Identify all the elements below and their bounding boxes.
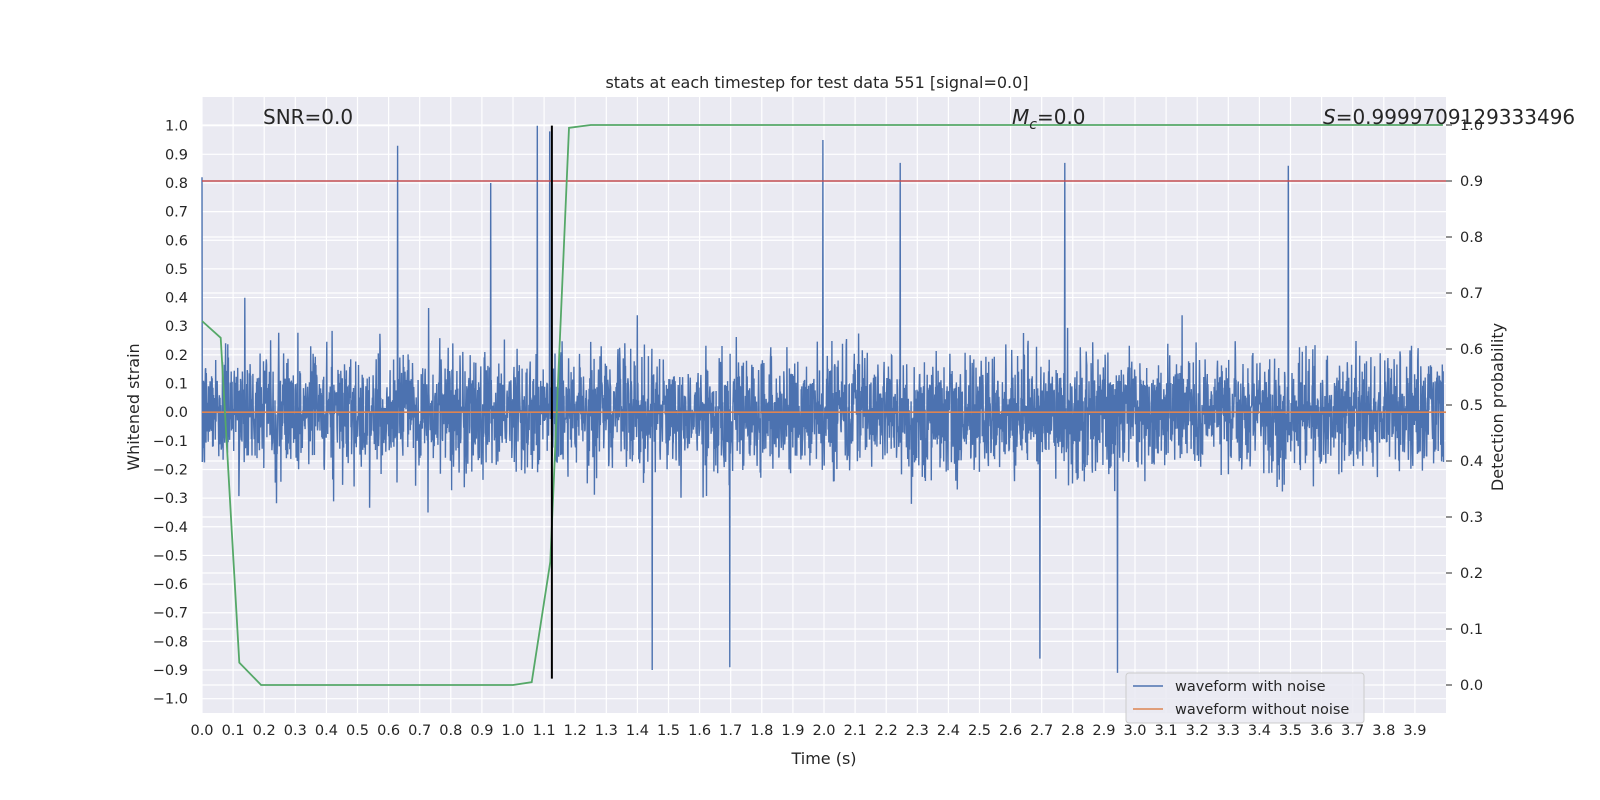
y2-tick-label: 0.6 — [1460, 342, 1483, 358]
x-tick-label: 3.8 — [1372, 723, 1395, 739]
y2-tick-label: 0.7 — [1460, 286, 1483, 302]
y2-tick-label: 0.1 — [1460, 622, 1483, 638]
x-tick-label: 0.2 — [253, 723, 276, 739]
legend-label-without-noise: waveform without noise — [1175, 702, 1349, 718]
y2-tick-label: 0.8 — [1460, 230, 1483, 246]
x-tick-label: 3.2 — [1186, 723, 1209, 739]
x-tick-label: 3.1 — [1155, 723, 1178, 739]
x-tick-label: 3.3 — [1217, 723, 1240, 739]
x-tick-label: 1.3 — [595, 723, 618, 739]
y-tick-label: −0.5 — [153, 548, 188, 564]
x-tick-label: 2.2 — [875, 723, 898, 739]
plot-content — [201, 124, 1446, 686]
chirp-mass-subscript: c — [1029, 117, 1037, 133]
y-tick-label: 0.4 — [165, 291, 188, 307]
x-tick-label: 3.5 — [1279, 723, 1302, 739]
legend: waveform with noise waveform without noi… — [1125, 672, 1365, 724]
y2-tick-label: 0.3 — [1460, 510, 1483, 526]
x-tick-label: 0.9 — [470, 723, 493, 739]
x-tick-label: 0.3 — [284, 723, 307, 739]
x-tick-label: 0.6 — [377, 723, 400, 739]
y-tick-label: −0.9 — [153, 663, 188, 679]
x-tick-label: 1.8 — [750, 723, 773, 739]
y-tick-label: −1.0 — [153, 692, 188, 708]
y2-axis-label: Detection probability — [1488, 323, 1507, 491]
grid — [201, 97, 1446, 713]
x-tick-label: 2.0 — [812, 723, 835, 739]
y-tick-label: 0.2 — [165, 348, 188, 364]
x-axis-ticks: 0.0 0.1 0.2 0.3 0.4 0.5 0.6 0.7 0.8 0.9 1.0 1.1 1.2 1… — [190, 723, 1426, 739]
score-value: =0.9999709129333496 — [1336, 105, 1575, 129]
chirp-mass-symbol: M — [1012, 105, 1029, 129]
y-tick-label: 0.8 — [165, 176, 188, 192]
y-tick-label: 0.5 — [165, 262, 188, 278]
x-tick-label: 0.1 — [222, 723, 245, 739]
x-tick-label: 1.1 — [533, 723, 556, 739]
y-tick-label: 0.3 — [165, 319, 188, 335]
x-tick-label: 2.4 — [937, 723, 960, 739]
y2-tick-label: 1.0 — [1460, 118, 1483, 134]
x-tick-label: 1.9 — [781, 723, 804, 739]
x-tick-label: 0.4 — [315, 723, 338, 739]
y-axis-label: Whitened strain — [124, 343, 143, 470]
legend-label-with-noise: waveform with noise — [1175, 679, 1326, 695]
y-tick-label: −0.3 — [153, 491, 188, 507]
x-tick-label: 1.0 — [501, 723, 524, 739]
x-tick-label: 1.7 — [719, 723, 742, 739]
y-tick-label: 0.6 — [165, 233, 188, 249]
x-tick-label: 2.8 — [1061, 723, 1084, 739]
x-tick-label: 3.6 — [1310, 723, 1333, 739]
x-tick-label: 2.7 — [1030, 723, 1053, 739]
y-tick-label: −0.6 — [153, 577, 188, 593]
legend-box — [1125, 672, 1365, 724]
x-tick-label: 2.1 — [844, 723, 867, 739]
y-tick-label: −0.8 — [153, 634, 188, 650]
x-tick-label: 1.4 — [626, 723, 649, 739]
y2-tick-label: 0.9 — [1460, 174, 1483, 190]
x-tick-label: 3.4 — [1248, 723, 1271, 739]
y-tick-label: −0.4 — [153, 520, 188, 536]
y-tick-label: 0.9 — [165, 147, 188, 163]
y2-tick-label: 0.5 — [1460, 398, 1483, 414]
x-tick-label: 1.6 — [688, 723, 711, 739]
x-tick-label: 0.5 — [346, 723, 369, 739]
x-tick-label: 1.5 — [657, 723, 680, 739]
x-tick-label: 0.7 — [408, 723, 431, 739]
x-tick-label: 1.2 — [564, 723, 587, 739]
x-tick-label: 2.6 — [999, 723, 1022, 739]
y-tick-label: −0.2 — [153, 462, 188, 478]
x-tick-label: 2.9 — [1092, 723, 1115, 739]
x-tick-label: 0.8 — [439, 723, 462, 739]
y-tick-label: 0.1 — [165, 377, 188, 393]
y-tick-label: 1.0 — [165, 119, 188, 135]
detection-probability-line — [201, 124, 1443, 686]
x-tick-label: 2.5 — [968, 723, 991, 739]
x-tick-label: 3.0 — [1123, 723, 1146, 739]
y-tick-label: −0.1 — [153, 434, 188, 450]
y-tick-label: 0.7 — [165, 205, 188, 221]
chirp-mass-annotation: Mc=0.0 — [1012, 105, 1086, 133]
chart-title: stats at each timestep for test data 551… — [605, 73, 1028, 92]
y-tick-label: −0.7 — [153, 606, 188, 622]
score-annotation: S=0.9999709129333496 — [1323, 105, 1575, 129]
snr-annotation: SNR=0.0 — [263, 105, 353, 129]
x-tick-label: 3.7 — [1341, 723, 1364, 739]
x-tick-label: 0.0 — [190, 723, 213, 739]
y2-axis-ticks: 1.0 0.9 0.8 0.7 0.6 0.5 0.4 0.3 0.2 0.1 0.0 — [1446, 118, 1483, 694]
x-tick-label: 3.9 — [1403, 723, 1426, 739]
waveform-with-noise-line — [201, 125, 1445, 673]
x-tick-label: 2.3 — [906, 723, 929, 739]
y2-tick-label: 0.2 — [1460, 566, 1483, 582]
x-axis-label: Time (s) — [790, 749, 856, 768]
y2-tick-label: 0.0 — [1460, 678, 1483, 694]
chirp-mass-value: =0.0 — [1037, 105, 1086, 129]
score-symbol: S — [1323, 105, 1336, 129]
y-tick-label: 0.0 — [165, 405, 188, 421]
y-axis-ticks: 1.0 0.9 0.8 0.7 0.6 0.5 0.4 0.3 0.2 0.1 0.0 −0.1 −0.… — [153, 119, 188, 708]
y2-tick-label: 0.4 — [1460, 454, 1483, 470]
